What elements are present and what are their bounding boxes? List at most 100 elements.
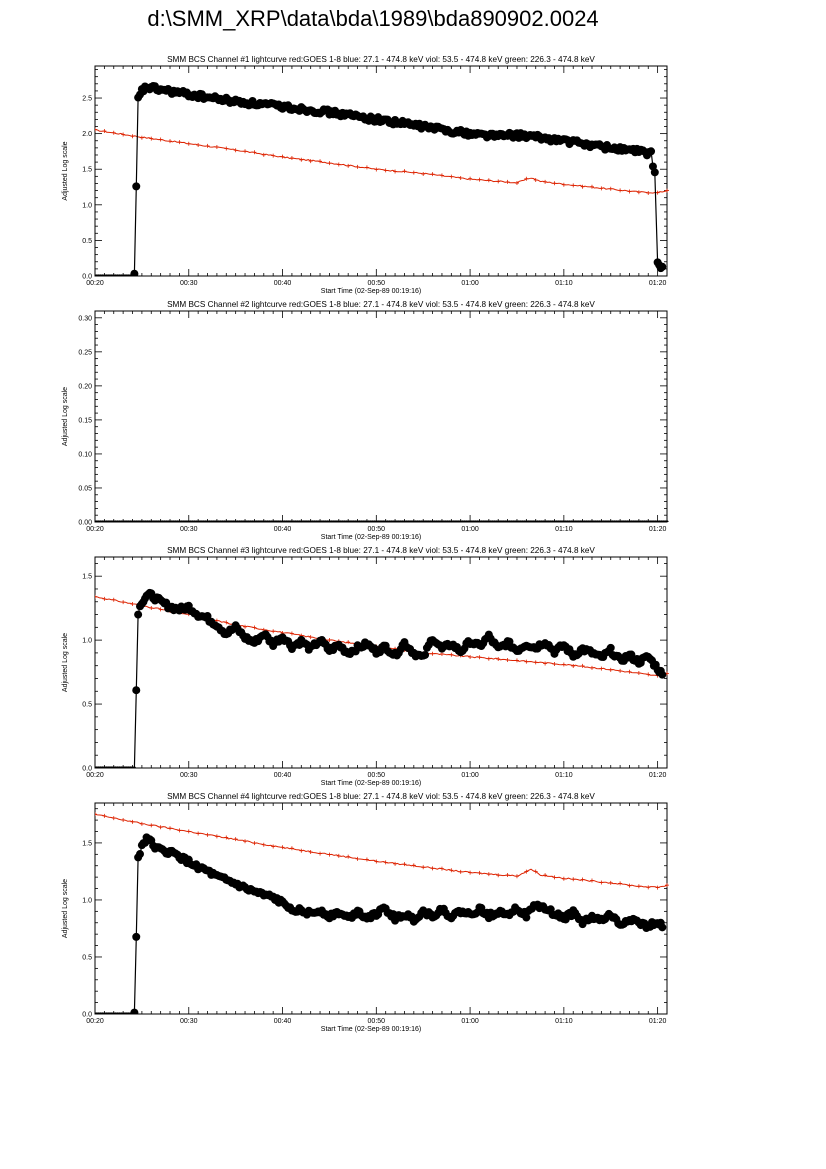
- data-point: [627, 883, 632, 888]
- data-point: [468, 176, 473, 181]
- data-point: [430, 866, 435, 871]
- data-point: [243, 624, 248, 629]
- x-tick-label: 00:30: [180, 280, 198, 287]
- data-point: [271, 153, 276, 158]
- x-axis-label: Start Time (02-Sep-89 00:19:16): [321, 534, 421, 541]
- data-point: [134, 610, 143, 619]
- data-point: [468, 655, 473, 660]
- data-point: [186, 829, 191, 834]
- data-point: [139, 135, 144, 140]
- x-tick-label: 00:20: [86, 1018, 104, 1025]
- data-point: [552, 662, 557, 667]
- data-point: [280, 845, 285, 850]
- y-tick-label: 0.0: [82, 274, 92, 281]
- data-point: [514, 181, 519, 186]
- data-point: [121, 600, 126, 605]
- data-point: [130, 1008, 139, 1014]
- plot-frame: [94, 65, 668, 277]
- x-tick-label: 00:40: [274, 1018, 292, 1025]
- data-point: [205, 143, 210, 148]
- chart-panel-4: SMM BCS Channel #4 lightcurve red:GOES 1…: [62, 792, 669, 1033]
- data-point: [383, 168, 388, 173]
- data-point: [271, 844, 276, 849]
- data-point: [186, 141, 191, 146]
- data-point: [533, 869, 538, 874]
- data-point: [233, 837, 238, 842]
- chart-panel-3: SMM BCS Channel #3 lightcurve red:GOES 1…: [62, 546, 669, 787]
- data-point: [552, 181, 557, 186]
- data-point: [636, 671, 641, 676]
- data-point: [411, 863, 416, 868]
- x-tick-label: 00:30: [180, 1018, 198, 1025]
- data-point: [561, 182, 566, 187]
- plot-frame: [94, 556, 668, 769]
- data-point: [308, 159, 313, 164]
- data-point: [121, 817, 126, 822]
- data-point: [158, 137, 163, 142]
- data-point: [449, 868, 454, 873]
- data-point: [650, 168, 659, 177]
- data-point: [355, 856, 360, 861]
- x-tick-label: 01:10: [555, 526, 573, 533]
- data-point: [111, 816, 116, 821]
- data-point: [402, 862, 407, 867]
- x-tick-label: 01:10: [555, 280, 573, 287]
- data-point: [646, 672, 651, 677]
- data-point: [496, 179, 501, 184]
- data-point: [289, 156, 294, 161]
- data-point: [608, 186, 613, 191]
- series-1: [95, 520, 669, 522]
- data-point: [374, 859, 379, 864]
- data-point: [224, 146, 229, 151]
- data-point: [280, 154, 285, 159]
- data-point: [149, 823, 154, 828]
- data-point: [589, 184, 594, 189]
- data-point: [318, 851, 323, 856]
- x-axis-label: Start Time (02-Sep-89 00:19:16): [321, 780, 421, 787]
- data-point: [543, 873, 548, 878]
- data-point: [599, 880, 604, 885]
- data-point: [571, 183, 576, 188]
- data-point: [102, 128, 107, 133]
- data-point: [505, 873, 510, 878]
- data-point: [308, 850, 313, 855]
- chart-panel-1: SMM BCS Channel #1 lightcurve red:GOES 1…: [62, 55, 669, 295]
- data-point: [561, 876, 566, 881]
- data-point: [524, 869, 529, 874]
- data-point: [658, 262, 667, 271]
- data-point: [308, 635, 313, 640]
- y-tick-label: 1.5: [82, 574, 92, 581]
- data-point: [636, 190, 641, 195]
- data-point: [589, 878, 594, 883]
- data-point: [571, 877, 576, 882]
- data-point: [374, 167, 379, 172]
- series-2: [95, 588, 667, 768]
- data-point: [665, 883, 669, 888]
- data-point: [130, 134, 135, 139]
- series-2: [95, 82, 667, 276]
- data-point: [522, 913, 531, 922]
- data-point: [224, 835, 229, 840]
- x-tick-label: 01:10: [555, 772, 573, 779]
- plot-frame: [94, 802, 668, 1015]
- data-point: [430, 651, 435, 656]
- data-point: [571, 663, 576, 668]
- data-point: [177, 140, 182, 145]
- data-point: [289, 846, 294, 851]
- data-point: [132, 182, 141, 191]
- chart-title: SMM BCS Channel #4 lightcurve red:GOES 1…: [167, 792, 595, 801]
- data-point: [402, 169, 407, 174]
- data-point: [336, 162, 341, 167]
- y-axis-label: Adjusted Log scale: [62, 879, 69, 938]
- data-point: [658, 670, 667, 679]
- y-tick-label: 0.5: [82, 702, 92, 709]
- y-tick-label: 2.5: [82, 96, 92, 103]
- x-tick-label: 00:50: [368, 1018, 386, 1025]
- data-point: [139, 821, 144, 826]
- data-point: [346, 640, 351, 645]
- data-point: [158, 825, 163, 830]
- data-point: [505, 179, 510, 184]
- x-tick-label: 00:50: [368, 772, 386, 779]
- data-point: [655, 190, 660, 195]
- data-point: [449, 652, 454, 657]
